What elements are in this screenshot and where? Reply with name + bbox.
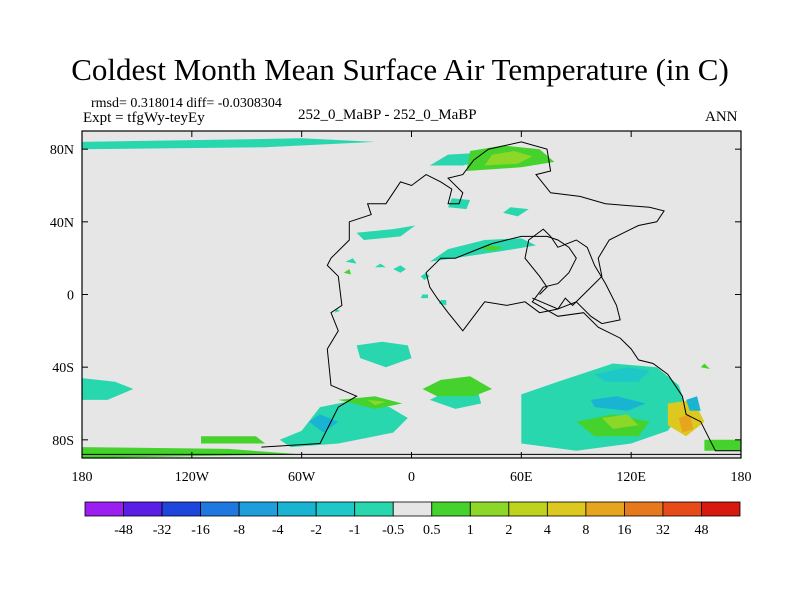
region-so-west-warmer [367, 399, 386, 406]
colorbar-box [277, 501, 317, 517]
region-east-so-warmer [601, 414, 639, 429]
temperature-field [82, 138, 741, 458]
x-tick-label: 180 [731, 470, 752, 485]
stats-line: rmsd= 0.318014 diff= -0.0308304 [91, 96, 282, 111]
region-east-tip-red [678, 414, 694, 433]
region-so-west-warm [338, 396, 403, 409]
region-sea-west-1 [356, 225, 416, 240]
region-so-west-cooler [309, 414, 339, 433]
colorbar-label: 0.5 [423, 523, 441, 538]
region-east-so-coldest [590, 396, 646, 411]
colorbar-box [238, 501, 279, 517]
colorbar-label: 2 [505, 523, 512, 538]
colorbar-label: 8 [582, 523, 589, 538]
x-tick-label: 120W [175, 470, 210, 485]
region-coast-dot-7 [439, 300, 447, 306]
colorbar-box [123, 501, 163, 517]
experiment-label: Expt = tfgWy-teyEy [83, 110, 205, 126]
colorbar: -48 -32 -16 -8 -4 -2 -1 -0.5 0.5 1 2 4 8 16 32 48 [84, 501, 741, 538]
region-coast-dot-5 [420, 272, 430, 280]
y-tick-label: 80N [50, 143, 74, 158]
region-far-east-green [704, 439, 741, 451]
region-coast-dot-2 [343, 269, 352, 275]
colorbar-label: 32 [656, 523, 670, 538]
colorbar-label: 16 [617, 523, 631, 538]
center-label: 252_0_MaBP - 252_0_MaBP [298, 107, 477, 123]
colorbar-label: 1 [467, 523, 474, 538]
colorbar-label: 4 [544, 523, 551, 538]
region-west-edge-cold [82, 378, 134, 400]
colorbar-box [315, 501, 356, 517]
region-south-mid-cold [356, 341, 412, 368]
region-east-so-colder [594, 367, 650, 382]
x-tick-label: 120E [616, 470, 646, 485]
x-tick-label: 180 [72, 470, 93, 485]
y-tick-label: 80S [52, 434, 74, 449]
region-coast-dot-3 [374, 263, 386, 268]
region-sea-central [429, 238, 536, 262]
colorbar-box [546, 501, 587, 517]
x-tick-label: 60W [288, 470, 316, 485]
axis-ticks: 180 120W 60W 0 60E 120E 180 80N 40N 0 40S 80S [50, 131, 752, 485]
coastline-inner-sea-outline [524, 228, 621, 325]
x-tick-label: 60E [510, 470, 533, 485]
colorbar-box [624, 501, 664, 517]
region-coast-dot-6 [420, 294, 428, 299]
y-tick-label: 40N [50, 216, 74, 231]
region-arctic-band [82, 138, 375, 150]
region-pacific-east-dot [700, 363, 710, 369]
colorbar-label: -16 [191, 523, 210, 538]
colorbar-label: -48 [114, 523, 133, 538]
colorbar-box [431, 501, 471, 517]
colorbar-box [662, 501, 702, 517]
colorbar-box [701, 501, 741, 517]
colorbar-label: -0.5 [382, 523, 404, 538]
colorbar-label: 48 [694, 523, 708, 538]
region-southern-ocean-west [279, 399, 408, 448]
colorbar-box [200, 501, 240, 517]
region-east-coast-cyan [686, 396, 701, 411]
colorbar-label: -1 [349, 523, 361, 538]
y-tick-label: 0 [67, 289, 74, 304]
colorbar-box [84, 501, 124, 517]
colorbar-box [585, 501, 625, 517]
chart-title: Coldest Month Mean Surface Air Temperatu… [71, 52, 729, 87]
region-siberia-warmer [484, 151, 533, 166]
colorbar-label: -32 [153, 523, 172, 538]
region-far-south-strip-2 [201, 436, 266, 444]
colorbar-box [508, 501, 548, 517]
season-label: ANN [705, 109, 738, 125]
region-coast-dot-1 [345, 258, 357, 264]
region-cont-mid-2 [503, 207, 529, 217]
region-so-center-warm [422, 376, 492, 397]
colorbar-box [392, 501, 433, 517]
region-sea-central-warm [481, 245, 503, 251]
colorbar-label: -2 [310, 523, 322, 538]
colorbar-box [354, 501, 394, 517]
region-coast-dot-4 [393, 265, 406, 273]
x-tick-label: 0 [408, 470, 415, 485]
colorbar-box [161, 501, 201, 517]
y-tick-label: 40S [52, 361, 74, 376]
colorbar-box [469, 501, 510, 517]
colorbar-label: -8 [233, 523, 245, 538]
colorbar-label: -4 [272, 523, 284, 538]
